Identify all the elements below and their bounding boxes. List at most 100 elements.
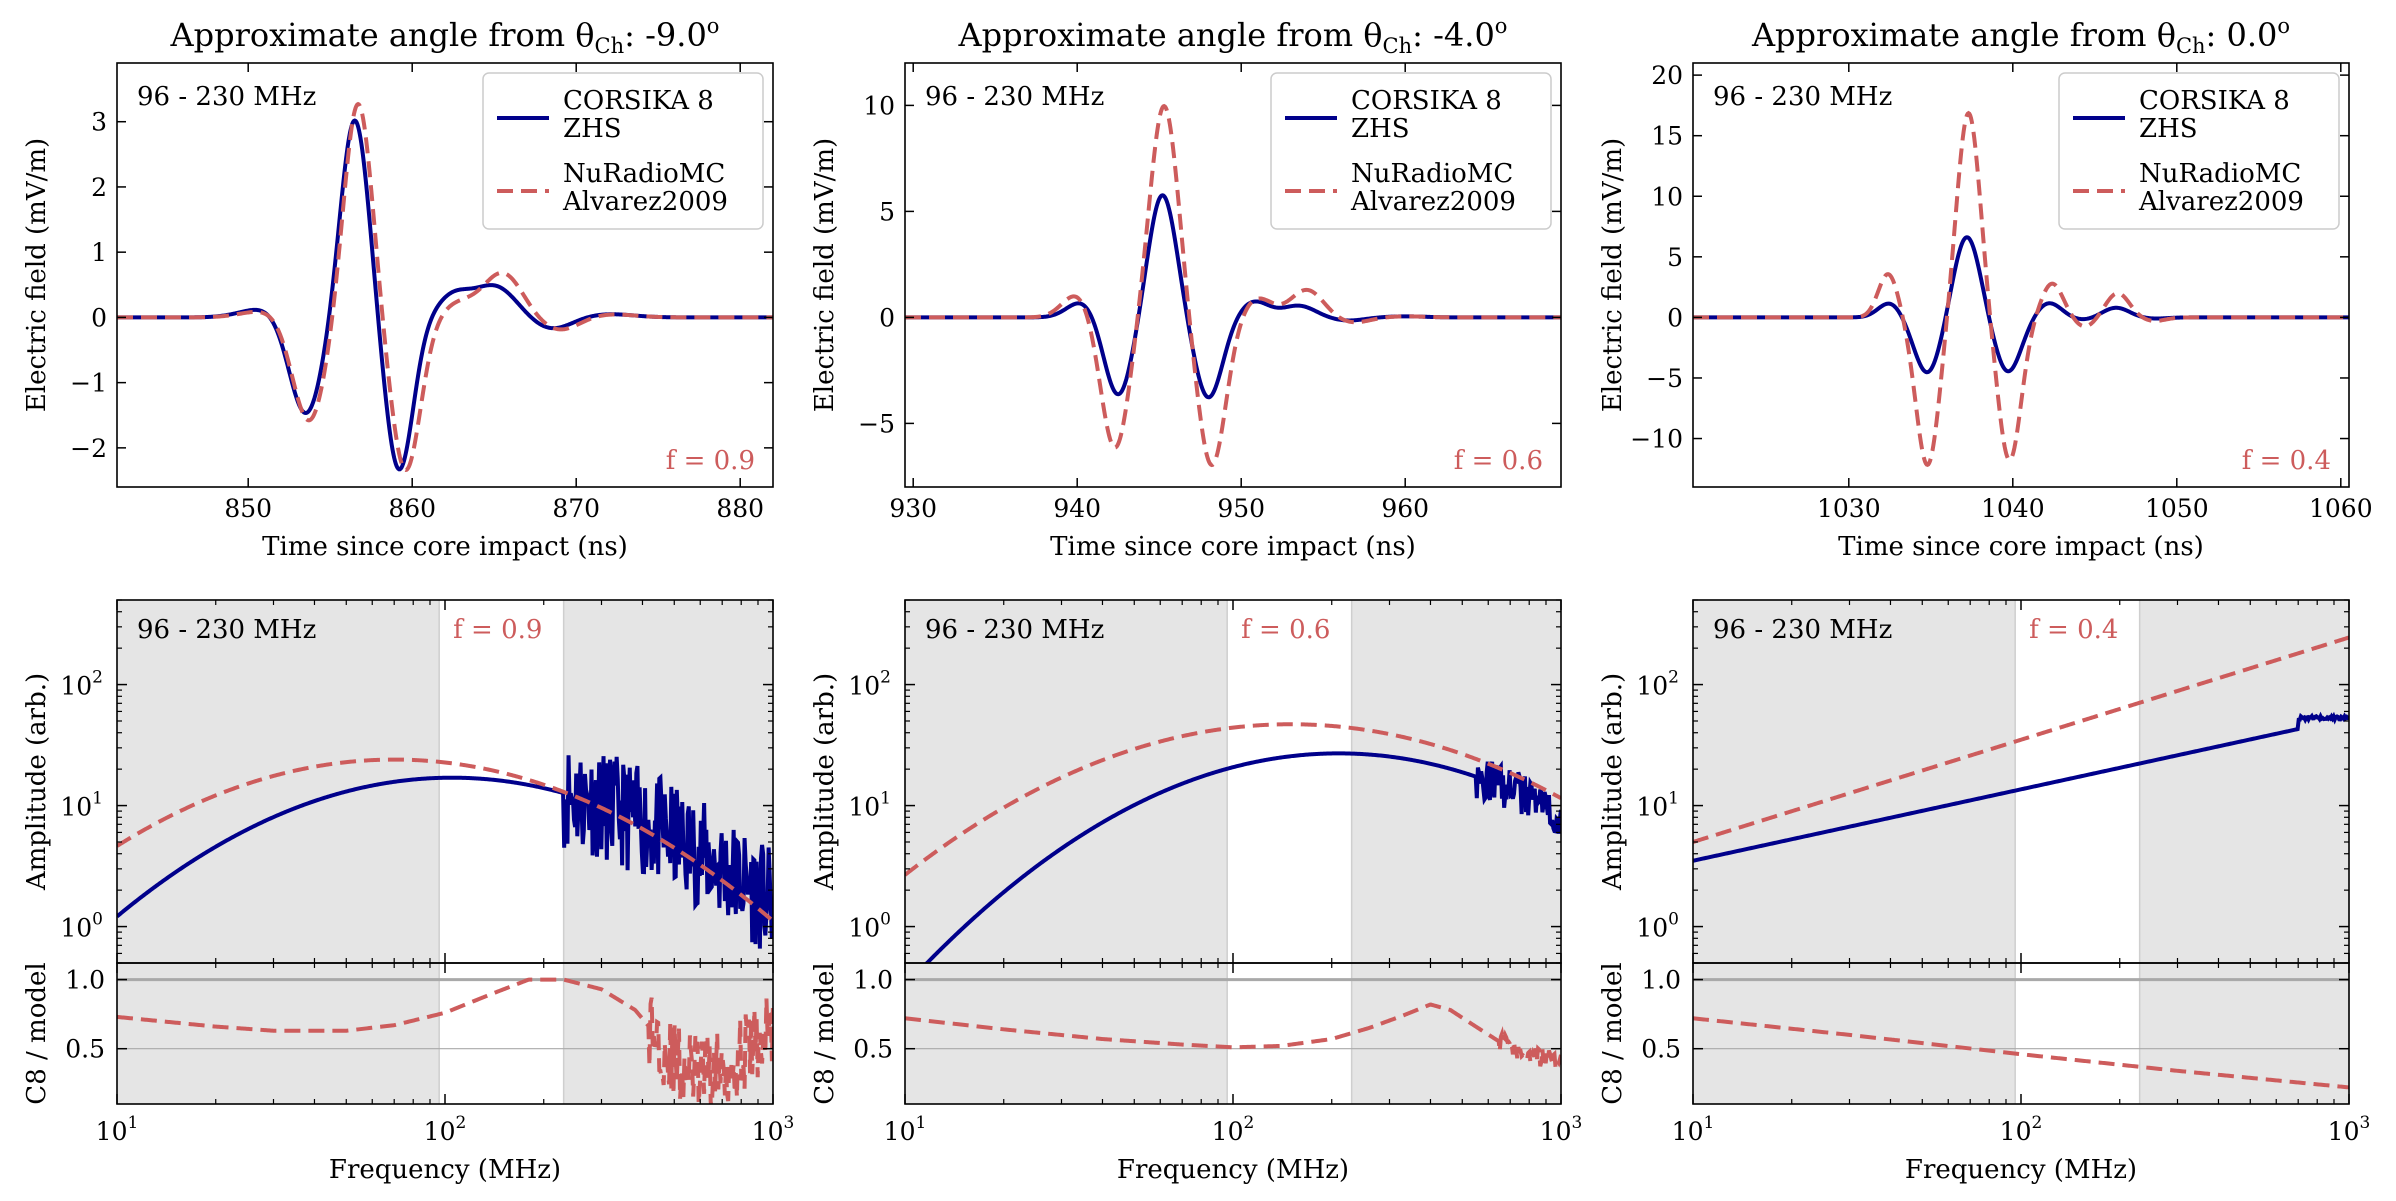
spec-y-tick-label: 100 — [60, 910, 103, 943]
spectrum-plot-area — [1693, 635, 2349, 863]
time-x-tick-label: 950 — [1217, 494, 1265, 523]
text-span: 10 — [1672, 1117, 1704, 1146]
time-y-tick-label: 0 — [1667, 303, 1683, 332]
text-span: 1 — [92, 789, 103, 809]
text-span: 2 — [2031, 1113, 2042, 1133]
time-y-tick-label: 20 — [1651, 61, 1683, 90]
ratio-y-tick-label: 0.5 — [1641, 1035, 1681, 1064]
legend-model-label: NuRadioMC — [563, 159, 725, 189]
ratio-line — [905, 1002, 1561, 1068]
time-y-axis-label: Electric field (mV/m) — [810, 138, 840, 412]
text-span: 10 — [1540, 1117, 1572, 1146]
time-x-axis-label: Time since core impact (ns) — [1050, 532, 1416, 562]
ratio-shade-high — [1351, 963, 1561, 1104]
legend-c8-sublabel: ZHS — [2139, 114, 2198, 144]
text-span: 2 — [880, 668, 891, 688]
text-span: 10 — [1636, 914, 1668, 943]
text-span: 2 — [455, 1113, 466, 1133]
ratio-plot-area — [117, 977, 773, 1104]
legend-c8-sublabel: ZHS — [563, 114, 622, 144]
text-span: 10 — [1212, 1117, 1244, 1146]
model-time-series-line — [117, 101, 773, 473]
time-x-tick-label: 1050 — [2145, 494, 2209, 523]
ratio-y-tick-label: 0.5 — [65, 1035, 105, 1064]
ratio-y-tick-label: 1.0 — [1641, 966, 1681, 995]
spec-band-label: 96 - 230 MHz — [925, 615, 1104, 645]
freq-x-tick-label: 101 — [96, 1113, 139, 1146]
ratio-y-tick-label: 0.5 — [853, 1035, 893, 1064]
time-x-tick-label: 940 — [1053, 494, 1101, 523]
spec-band-label: 96 - 230 MHz — [1713, 615, 1892, 645]
time-f-label: f = 0.9 — [666, 446, 755, 476]
legend-model-sublabel: Alvarez2009 — [562, 187, 728, 217]
text-span: 1 — [1668, 789, 1679, 809]
ratio-y-tick-label: 1.0 — [65, 966, 105, 995]
text-span: Approximate angle from θ — [1751, 16, 2176, 54]
time-y-tick-label: 2 — [91, 173, 107, 202]
text-span: Ch — [595, 34, 625, 58]
spec-band-label: 96 - 230 MHz — [137, 615, 316, 645]
text-span: 0 — [1668, 910, 1679, 930]
text-span: o — [2277, 14, 2290, 38]
time-plot-area — [117, 101, 773, 473]
legend-model-label: NuRadioMC — [2139, 159, 2301, 189]
freq-x-tick-label: 103 — [1540, 1113, 1583, 1146]
text-span: 10 — [96, 1117, 128, 1146]
time-y-tick-label: 5 — [879, 197, 895, 226]
ratio-shade-low — [117, 963, 440, 1104]
text-span: 10 — [1636, 672, 1668, 701]
text-span: 10 — [424, 1117, 456, 1146]
text-span: Approximate angle from θ — [170, 16, 595, 54]
time-f-label: f = 0.6 — [1454, 446, 1543, 476]
time-y-tick-label: 3 — [91, 108, 107, 137]
text-span: 0 — [92, 910, 103, 930]
spectrum-plot-area — [117, 755, 773, 949]
freq-x-axis-label: Frequency (MHz) — [1117, 1155, 1349, 1185]
spec-y-tick-label: 102 — [848, 668, 891, 701]
text-span: : -4.0 — [1412, 16, 1495, 54]
model-spectrum-line — [1693, 635, 2349, 844]
ratio-shade-high — [2139, 963, 2349, 1104]
ratio-y-axis-label: C8 / model — [1598, 962, 1628, 1104]
legend-box — [2058, 72, 2340, 230]
spec-f-label: f = 0.6 — [1241, 615, 1330, 645]
spec-y-tick-label: 100 — [1636, 910, 1679, 943]
text-span: Ch — [2176, 34, 2206, 58]
spectrum-shade-low — [905, 600, 1228, 963]
ratio-plot-area — [905, 978, 1561, 1068]
legend-model-sublabel: Alvarez2009 — [2138, 187, 2304, 217]
time-x-tick-label: 1060 — [2309, 494, 2373, 523]
time-y-tick-label: −5 — [1646, 364, 1683, 393]
c8-spectrum-line — [1693, 711, 2349, 863]
time-y-axis-label: Electric field (mV/m) — [1598, 138, 1628, 412]
freq-x-tick-label: 101 — [884, 1113, 927, 1146]
time-y-tick-label: 10 — [863, 91, 895, 120]
time-axes-frame — [904, 62, 1562, 488]
time-y-tick-label: 0 — [879, 303, 895, 332]
time-plot-area — [905, 103, 1561, 468]
text-span: 1 — [915, 1113, 926, 1133]
text-span: 10 — [60, 672, 92, 701]
time-x-tick-label: 850 — [224, 494, 272, 523]
text-span: 10 — [848, 672, 880, 701]
ratio-y-tick-label: 1.0 — [853, 966, 893, 995]
ratio-line — [117, 977, 773, 1104]
spectrum-shade-low — [1693, 600, 2016, 963]
legend-c8-label: CORSIKA 8 — [2139, 86, 2290, 116]
ratio-y-axis-label: C8 / model — [810, 962, 840, 1104]
text-span: 1 — [1703, 1113, 1714, 1133]
legend-model-label: NuRadioMC — [1351, 159, 1513, 189]
spec-y-tick-label: 102 — [1636, 668, 1679, 701]
freq-x-tick-label: 103 — [752, 1113, 795, 1146]
text-span: Approximate angle from θ — [958, 16, 1383, 54]
legend-model-sublabel: Alvarez2009 — [1350, 187, 1516, 217]
c8-spectrum-line — [117, 755, 773, 949]
ratio-line — [1693, 1016, 2349, 1090]
time-band-label: 96 - 230 MHz — [1713, 82, 1892, 112]
text-span: 10 — [848, 793, 880, 822]
text-span: 3 — [783, 1113, 794, 1133]
freq-x-tick-label: 102 — [2000, 1113, 2043, 1146]
panel-title: Approximate angle from θCh: -4.0o — [958, 14, 1508, 58]
legend-c8-sublabel: ZHS — [1351, 114, 1410, 144]
